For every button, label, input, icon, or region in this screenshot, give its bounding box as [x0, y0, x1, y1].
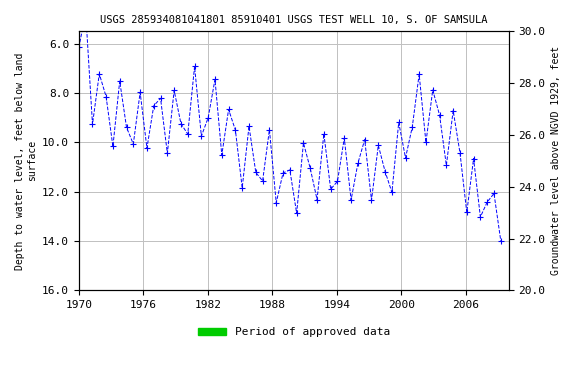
Legend: Period of approved data: Period of approved data: [194, 323, 394, 342]
Bar: [197, 290, 460, 296]
Title: USGS 285934081041801 85910401 USGS TEST WELL 10, S. OF SAMSULA: USGS 285934081041801 85910401 USGS TEST …: [100, 15, 487, 25]
Y-axis label: Depth to water level, feet below land
surface: Depth to water level, feet below land su…: [15, 52, 37, 270]
Bar: [471, 290, 509, 296]
Y-axis label: Groundwater level above NGVD 1929, feet: Groundwater level above NGVD 1929, feet: [551, 46, 561, 275]
Bar: [90, 290, 181, 296]
